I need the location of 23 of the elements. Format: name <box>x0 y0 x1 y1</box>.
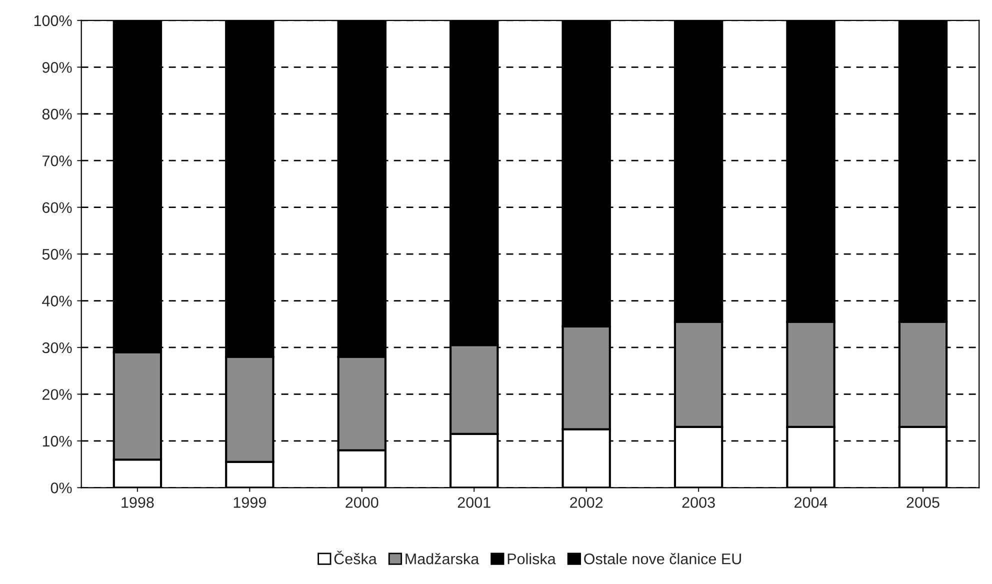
x-tick-label: 2003 <box>682 497 715 508</box>
y-tick-label: 10% <box>42 436 72 447</box>
y-tick-label: 50% <box>42 248 72 260</box>
x-tick-label: 2000 <box>346 497 378 508</box>
x-tick-label: 1999 <box>234 497 266 508</box>
y-tick-label: 0% <box>50 482 72 494</box>
y-tick-label: 20% <box>42 389 72 400</box>
x-tick-label: 2001 <box>458 497 490 508</box>
y-tick-label: 90% <box>42 62 72 73</box>
y-tick-label: 100% <box>34 15 72 26</box>
y-tick-label: 40% <box>42 296 72 306</box>
x-tick-label: 1998 <box>122 497 154 508</box>
y-tick-label: 60% <box>42 202 72 214</box>
y-tick-label: 70% <box>42 155 72 166</box>
legend-label: Poliska <box>508 553 556 564</box>
y-tick-label: 30% <box>42 342 72 354</box>
legend-label: Madžarska <box>406 553 480 564</box>
x-tick-label: 2004 <box>794 497 828 508</box>
y-tick-label: 80% <box>42 108 72 120</box>
legend-label: Češka <box>334 550 377 564</box>
x-tick-label: 2002 <box>570 497 603 508</box>
x-tick-label: 2005 <box>906 497 940 508</box>
legend-label: Ostale nove članice EU <box>584 553 741 564</box>
